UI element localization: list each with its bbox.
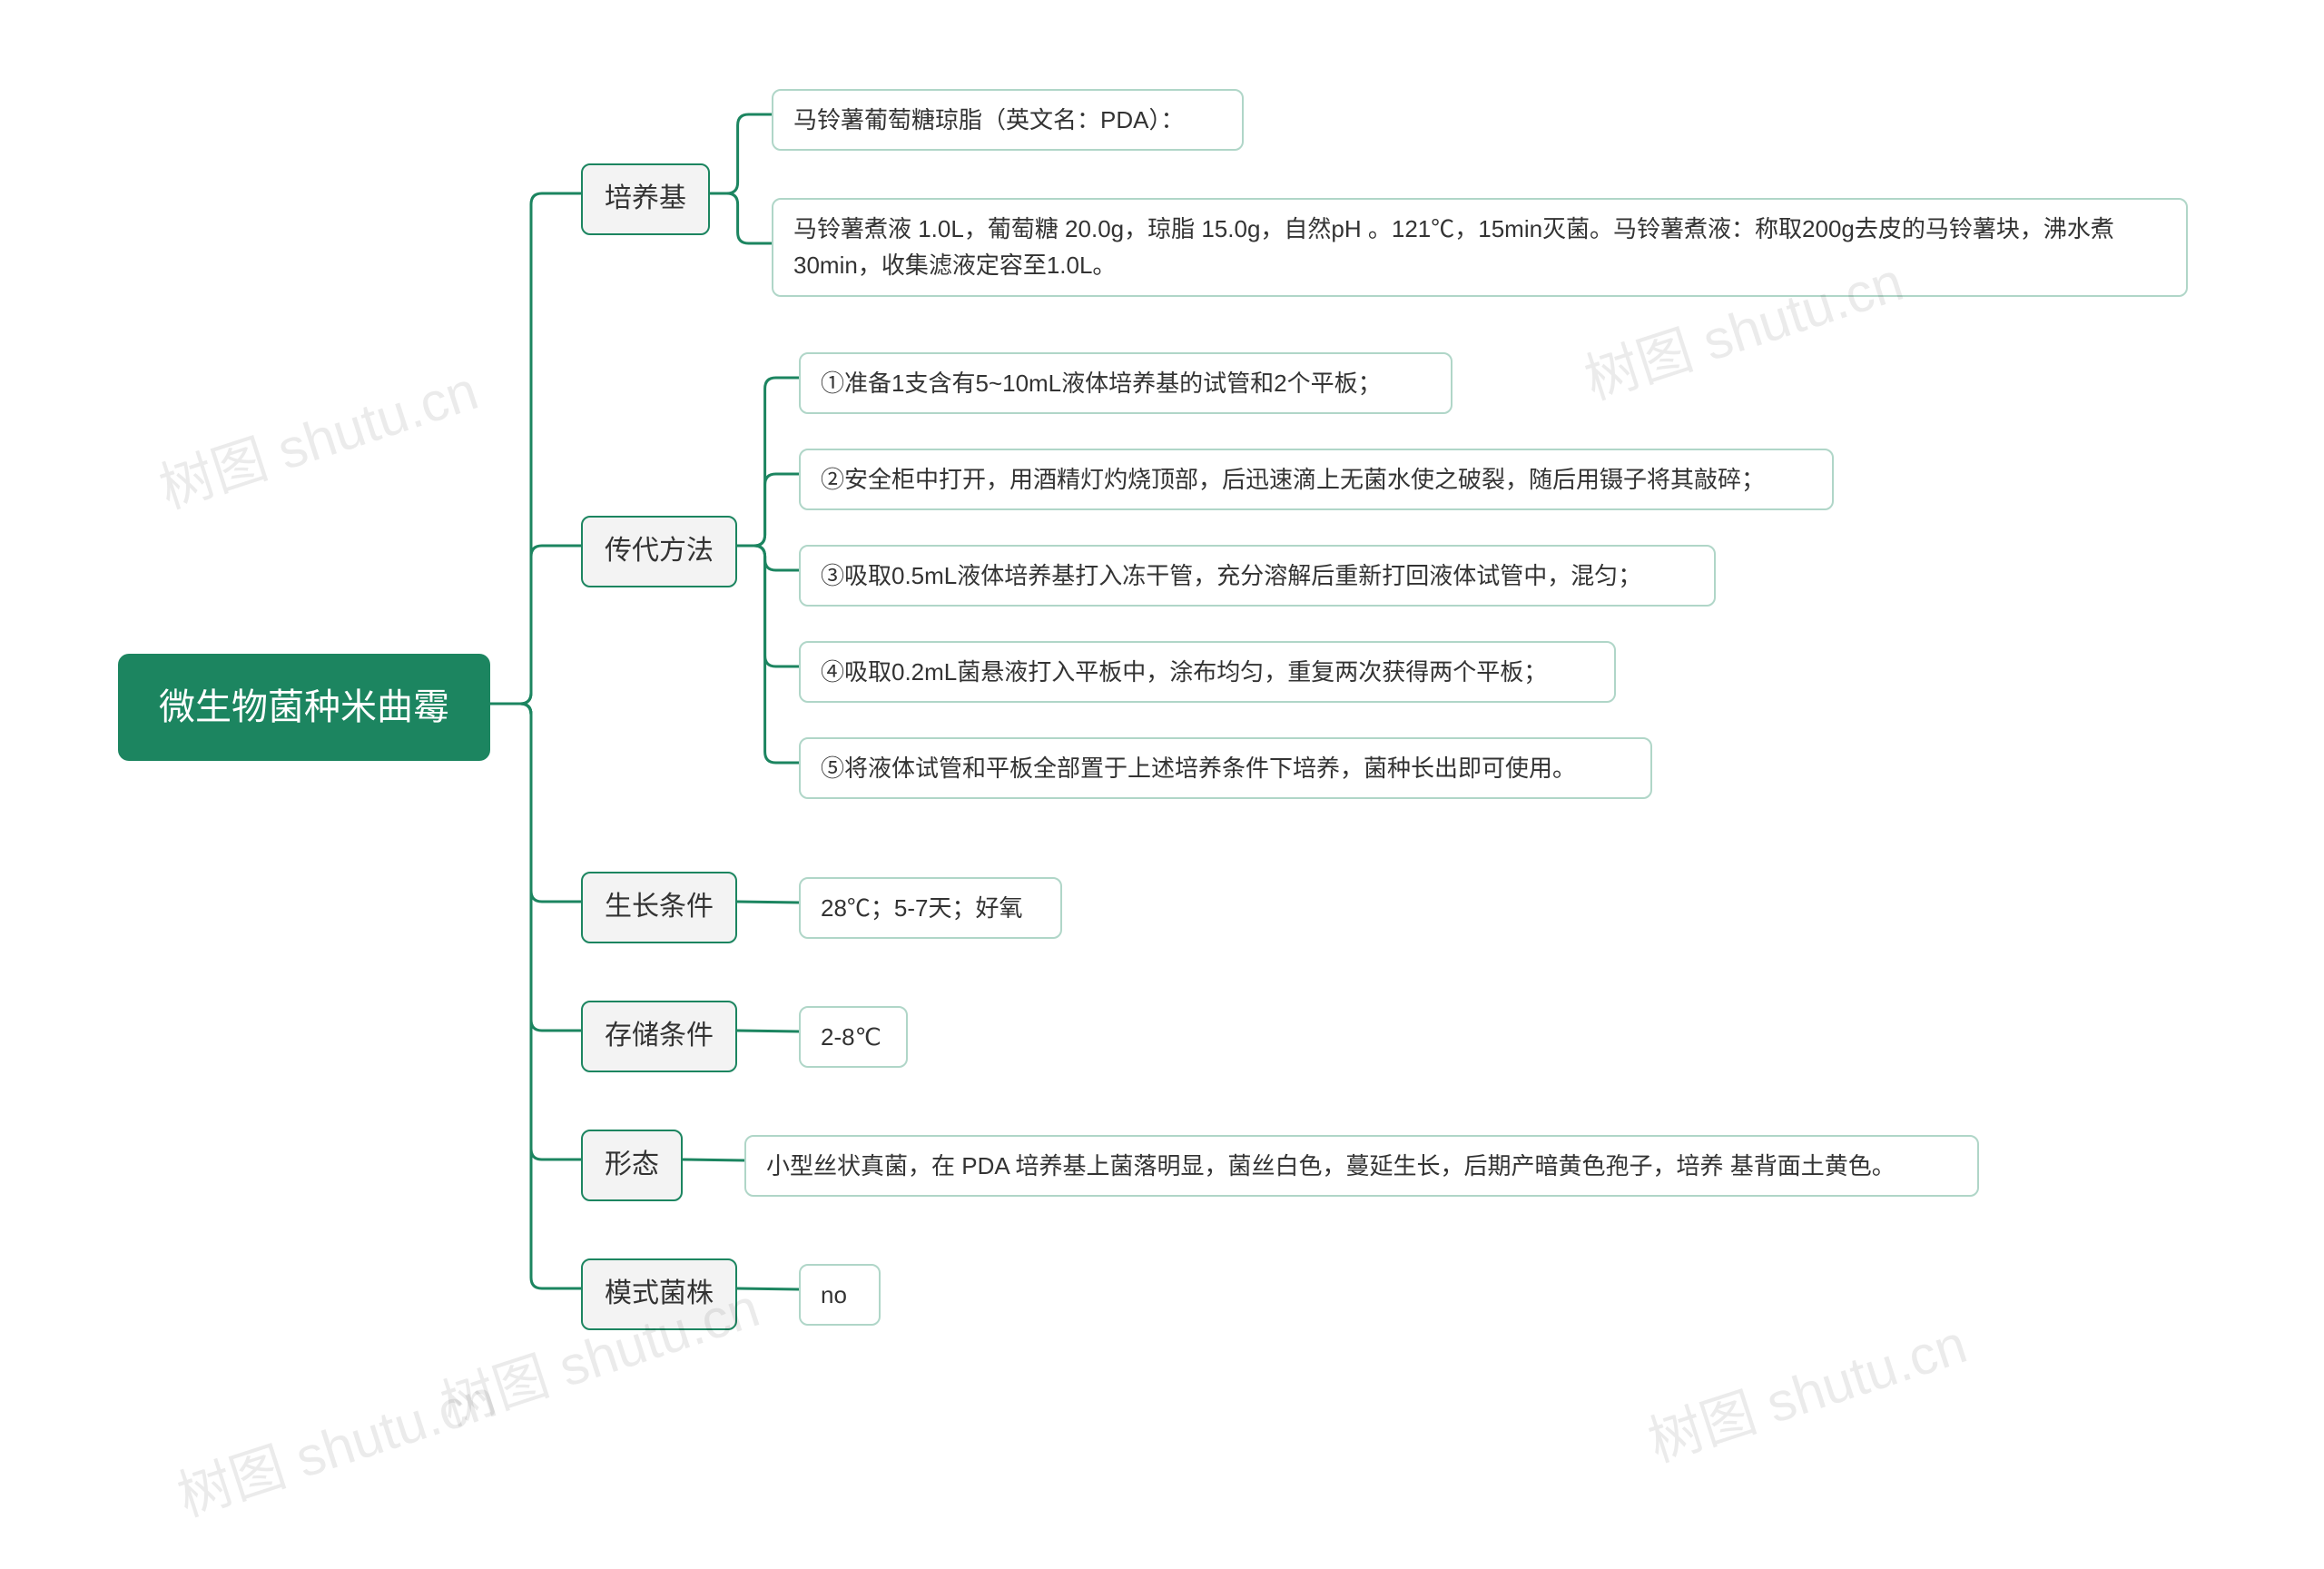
branch-culture_medium: 培养基 — [581, 163, 710, 235]
leaf-morphology-0: 小型丝状真菌，在 PDA 培养基上菌落明显，菌丝白色，蔓延生长，后期产暗黄色孢子… — [744, 1135, 1979, 1197]
branch-storage_conditions: 存储条件 — [581, 1001, 737, 1072]
leaf-culture_medium-0: 马铃薯葡萄糖琼脂（英文名：PDA）： — [772, 89, 1244, 151]
leaf-storage_conditions-0: 2-8℃ — [799, 1006, 908, 1068]
leaf-subculture_method-3: ④吸取0.2mL菌悬液打入平板中，涂布均匀，重复两次获得两个平板； — [799, 641, 1616, 703]
leaf-subculture_method-1: ②安全柜中打开，用酒精灯灼烧顶部，后迅速滴上无菌水使之破裂，随后用镊子将其敲碎； — [799, 449, 1834, 510]
branch-morphology: 形态 — [581, 1130, 683, 1201]
branch-growth_conditions: 生长条件 — [581, 872, 737, 943]
branch-type_strain: 模式菌株 — [581, 1258, 737, 1330]
leaf-culture_medium-1: 马铃薯煮液 1.0L，葡萄糖 20.0g，琼脂 15.0g，自然pH 。121℃… — [772, 198, 2188, 297]
watermark: 树图 shutu.cn — [1637, 1300, 1975, 1477]
leaf-subculture_method-2: ③吸取0.5mL液体培养基打入冻干管，充分溶解后重新打回液体试管中，混匀； — [799, 545, 1716, 607]
leaf-growth_conditions-0: 28℃；5-7天；好氧 — [799, 877, 1062, 939]
watermark: 树图 shutu.cn — [166, 1355, 505, 1532]
branch-subculture_method: 传代方法 — [581, 516, 737, 587]
leaf-subculture_method-4: ⑤将液体试管和平板全部置于上述培养条件下培养，菌种长出即可使用。 — [799, 737, 1652, 799]
leaf-subculture_method-0: ①准备1支含有5~10mL液体培养基的试管和2个平板； — [799, 352, 1452, 414]
leaf-type_strain-0: no — [799, 1264, 881, 1326]
watermark: 树图 shutu.cn — [148, 347, 487, 524]
root-node: 微生物菌种米曲霉 — [118, 654, 490, 761]
